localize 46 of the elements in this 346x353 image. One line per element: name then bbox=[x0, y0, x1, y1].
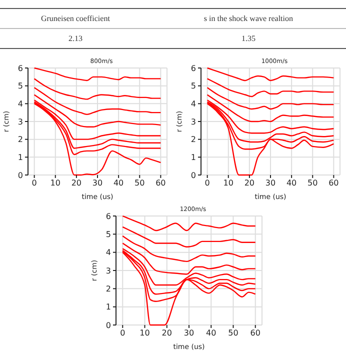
x-tick-label: 50 bbox=[308, 178, 318, 188]
y-tick-label: 2 bbox=[106, 284, 111, 294]
x-tick-label: 10 bbox=[140, 328, 150, 338]
y-tick-label: 0 bbox=[190, 170, 196, 180]
y-tick-label: 5 bbox=[190, 82, 196, 91]
y-tick-label: 6 bbox=[106, 212, 111, 221]
y-tick-label: 0 bbox=[18, 170, 23, 180]
y-tick-label: 4 bbox=[18, 100, 23, 109]
category-label: Gruneisen coefficient bbox=[40, 13, 111, 25]
x-tick-label: 20 bbox=[71, 178, 82, 188]
y-tick-label: 3 bbox=[106, 266, 111, 276]
x-tick-label: 20 bbox=[162, 328, 172, 338]
x-tick-label: 10 bbox=[223, 178, 234, 188]
x-tick-label: 20 bbox=[244, 178, 255, 188]
x-tick-label: 40 bbox=[206, 328, 216, 338]
category-label: s in the shock wave realtion bbox=[202, 13, 294, 25]
y-tick-label: 2 bbox=[18, 135, 23, 144]
y-tick-label: 6 bbox=[190, 64, 196, 73]
y-tick-label: 5 bbox=[18, 82, 23, 91]
y-tick-label: 4 bbox=[190, 100, 196, 109]
x-tick-label: 60 bbox=[156, 178, 166, 188]
x-tick-label: 0 bbox=[32, 178, 37, 188]
y-tick-label: 1 bbox=[106, 302, 111, 312]
x-tick-label: 50 bbox=[134, 178, 145, 188]
x-tick-label: 0 bbox=[120, 328, 126, 338]
x-tick-label: 60 bbox=[250, 328, 260, 338]
x-tick-label: 50 bbox=[228, 328, 238, 338]
x-tick-label: 40 bbox=[286, 178, 297, 188]
y-tick-label: 1 bbox=[18, 153, 23, 162]
x-tick-label: 60 bbox=[328, 178, 339, 188]
x-tick-label: 30 bbox=[184, 328, 194, 338]
x-tick-label: 40 bbox=[113, 178, 124, 188]
y-tick-label: 2 bbox=[190, 135, 196, 144]
x-tick-label: 10 bbox=[50, 178, 60, 188]
data-label: 1.35 bbox=[240, 33, 256, 45]
y-tick-label: 3 bbox=[190, 117, 196, 126]
y-tick-label: 1 bbox=[190, 153, 196, 162]
y-tick-label: 0 bbox=[106, 320, 111, 330]
y-tick-label: 5 bbox=[106, 230, 111, 240]
y-tick-label: 4 bbox=[106, 248, 111, 258]
y-tick-label: 3 bbox=[18, 117, 23, 126]
y-tick-label: 6 bbox=[18, 64, 23, 73]
x-tick-label: 30 bbox=[92, 178, 103, 188]
x-tick-label: 30 bbox=[265, 178, 276, 188]
x-tick-label: 0 bbox=[204, 178, 210, 188]
data-label: 2.13 bbox=[67, 33, 84, 45]
